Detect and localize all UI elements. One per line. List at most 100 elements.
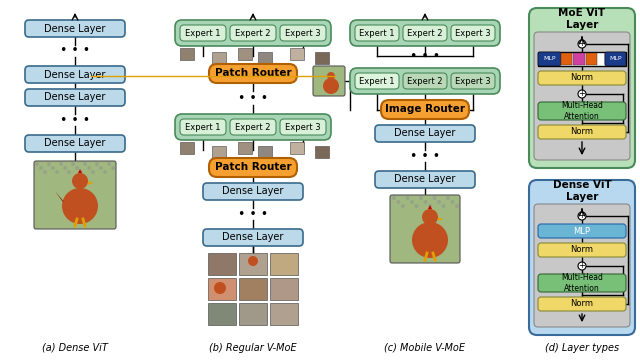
Circle shape — [419, 196, 423, 200]
Circle shape — [59, 162, 63, 166]
FancyBboxPatch shape — [538, 297, 626, 311]
FancyBboxPatch shape — [313, 66, 345, 96]
FancyBboxPatch shape — [230, 25, 276, 41]
FancyBboxPatch shape — [180, 25, 226, 41]
Bar — [238, 142, 252, 154]
FancyBboxPatch shape — [381, 100, 469, 119]
FancyBboxPatch shape — [538, 243, 626, 257]
FancyBboxPatch shape — [403, 25, 447, 41]
Circle shape — [424, 200, 428, 204]
Circle shape — [406, 196, 410, 200]
FancyBboxPatch shape — [538, 224, 626, 238]
Text: Dense Layer: Dense Layer — [394, 174, 456, 185]
FancyBboxPatch shape — [605, 52, 626, 66]
Circle shape — [63, 166, 67, 170]
FancyBboxPatch shape — [175, 114, 331, 140]
FancyBboxPatch shape — [355, 25, 399, 41]
Bar — [538, 52, 626, 66]
Circle shape — [79, 170, 83, 174]
Circle shape — [248, 256, 258, 266]
Circle shape — [428, 204, 432, 208]
Text: Expert 3: Expert 3 — [455, 29, 491, 38]
Bar — [586, 53, 597, 65]
Text: Norm: Norm — [570, 299, 593, 308]
Circle shape — [451, 200, 454, 204]
Circle shape — [578, 212, 586, 220]
Bar — [270, 303, 298, 325]
FancyBboxPatch shape — [451, 25, 495, 41]
Text: • • •: • • • — [60, 114, 90, 126]
Circle shape — [39, 166, 43, 170]
Circle shape — [410, 200, 414, 204]
Circle shape — [83, 162, 87, 166]
Polygon shape — [78, 169, 82, 173]
Text: Norm: Norm — [570, 73, 593, 83]
Circle shape — [62, 188, 98, 224]
FancyBboxPatch shape — [180, 119, 226, 135]
FancyBboxPatch shape — [175, 20, 331, 46]
Circle shape — [578, 40, 586, 48]
Text: Dense Layer: Dense Layer — [44, 139, 106, 148]
Bar — [180, 142, 195, 154]
Text: Dense Layer: Dense Layer — [44, 93, 106, 102]
Circle shape — [401, 204, 405, 208]
Circle shape — [433, 196, 436, 200]
FancyBboxPatch shape — [451, 73, 495, 89]
FancyBboxPatch shape — [25, 20, 125, 37]
FancyBboxPatch shape — [25, 89, 125, 106]
Text: Expert 1: Expert 1 — [185, 122, 221, 131]
Text: • • •: • • • — [410, 50, 440, 63]
Text: Dense Layer: Dense Layer — [222, 186, 284, 197]
Text: Multi-Head
Attention: Multi-Head Attention — [561, 273, 603, 293]
FancyBboxPatch shape — [538, 125, 626, 139]
Bar — [270, 253, 298, 275]
Circle shape — [55, 170, 59, 174]
Circle shape — [71, 162, 75, 166]
Polygon shape — [428, 205, 432, 209]
Text: • • •: • • • — [60, 45, 90, 58]
FancyBboxPatch shape — [350, 20, 500, 46]
Text: • • •: • • • — [238, 92, 268, 105]
Bar — [238, 48, 252, 60]
FancyBboxPatch shape — [375, 125, 475, 142]
Text: Expert 2: Expert 2 — [236, 122, 271, 131]
Text: MLP: MLP — [573, 227, 591, 236]
FancyBboxPatch shape — [350, 68, 500, 94]
FancyBboxPatch shape — [355, 73, 399, 89]
Text: • • •: • • • — [238, 207, 268, 220]
Circle shape — [442, 204, 445, 208]
Circle shape — [91, 170, 95, 174]
FancyBboxPatch shape — [529, 8, 635, 168]
Circle shape — [99, 166, 103, 170]
FancyBboxPatch shape — [538, 274, 626, 292]
Text: MoE ViT
Layer: MoE ViT Layer — [559, 8, 605, 30]
Bar — [208, 253, 236, 275]
FancyBboxPatch shape — [203, 229, 303, 246]
Bar — [180, 48, 195, 60]
Bar — [290, 142, 304, 154]
FancyBboxPatch shape — [403, 73, 447, 89]
Text: (c) Mobile V-MoE: (c) Mobile V-MoE — [385, 343, 465, 353]
Text: Expert 1: Expert 1 — [359, 29, 395, 38]
FancyBboxPatch shape — [280, 119, 326, 135]
Circle shape — [103, 170, 107, 174]
Bar — [208, 278, 236, 300]
Text: Dense ViT
Layer: Dense ViT Layer — [552, 180, 611, 202]
Text: Expert 1: Expert 1 — [185, 29, 221, 38]
Bar — [239, 303, 267, 325]
Text: Dense Layer: Dense Layer — [394, 129, 456, 139]
Circle shape — [578, 262, 586, 270]
FancyBboxPatch shape — [25, 135, 125, 152]
Circle shape — [422, 209, 438, 225]
Text: Expert 1: Expert 1 — [359, 76, 395, 85]
Text: +: + — [579, 89, 586, 98]
Text: Norm: Norm — [570, 127, 593, 136]
Circle shape — [446, 196, 450, 200]
Bar — [212, 146, 226, 158]
Text: Dense Layer: Dense Layer — [222, 232, 284, 243]
Text: (b) Regular V-MoE: (b) Regular V-MoE — [209, 343, 297, 353]
Polygon shape — [88, 181, 93, 185]
FancyBboxPatch shape — [538, 71, 626, 85]
Text: +: + — [579, 261, 586, 270]
FancyBboxPatch shape — [25, 66, 125, 83]
